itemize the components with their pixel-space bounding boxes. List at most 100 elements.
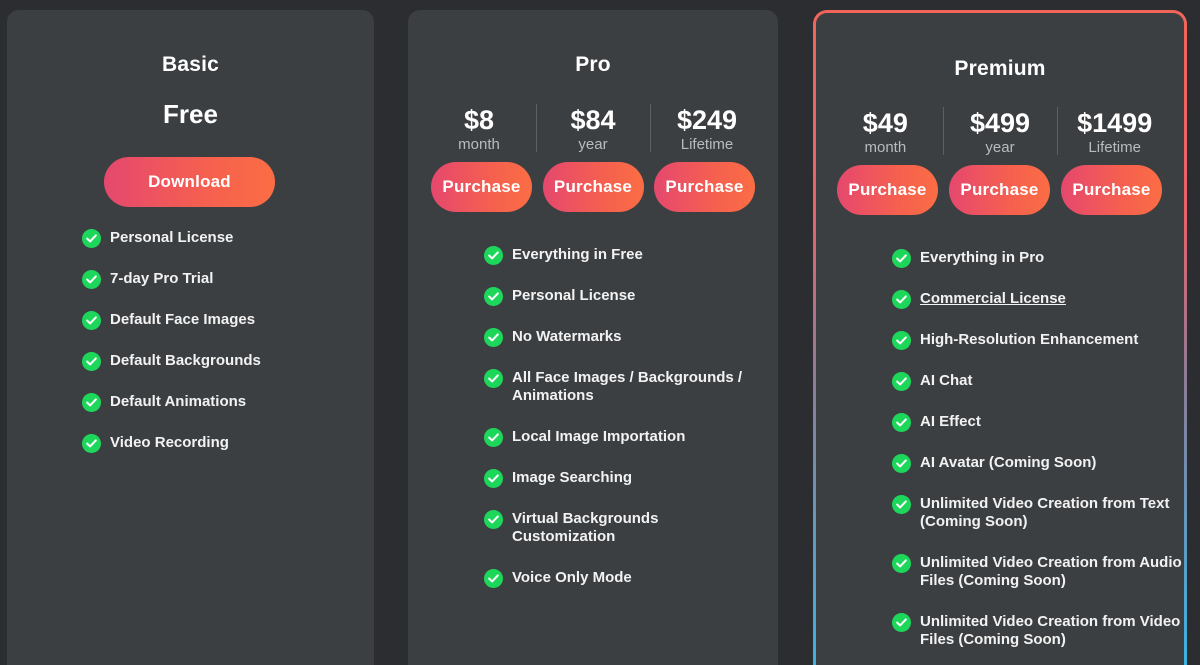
price-option-lifetime: $249 Lifetime: [650, 102, 764, 153]
check-circle-icon: [82, 352, 101, 371]
purchase-button-premium-lifetime[interactable]: Purchase: [1061, 165, 1162, 215]
feature-label: All Face Images / Backgrounds / Animatio…: [512, 369, 743, 404]
feature-label: AI Chat: [920, 372, 973, 389]
price-options-pro: $8 month $84 year $249 Lifetime: [422, 102, 764, 153]
check-circle-icon: [484, 469, 503, 488]
price-amount: $499: [969, 108, 1031, 138]
feature-item: Everything in Pro: [892, 249, 1182, 268]
feature-item: Video Recording: [82, 434, 261, 453]
price-option-lifetime: $1499 Lifetime: [1057, 105, 1172, 156]
plan-price-basic: Free: [163, 99, 218, 129]
feature-item: Personal License: [82, 229, 261, 248]
feature-item: Local Image Importation: [484, 428, 764, 447]
check-circle-icon: [484, 369, 503, 388]
feature-item: AI Avatar (Coming Soon): [892, 454, 1182, 473]
purchase-button-pro-lifetime[interactable]: Purchase: [654, 162, 755, 212]
plan-card-pro: Pro $8 month $84 year $249 Lifetime Purc…: [408, 10, 778, 665]
feature-item: 7-day Pro Trial: [82, 270, 261, 289]
price-period: Lifetime: [1088, 139, 1141, 156]
feature-label: Default Backgrounds: [110, 352, 261, 369]
feature-item: AI Effect: [892, 413, 1182, 432]
feature-item: Unlimited Video Creation from Audio File…: [892, 554, 1182, 590]
price-amount: $249: [676, 105, 738, 135]
feature-item: Personal License: [484, 287, 764, 306]
check-circle-icon: [484, 246, 503, 265]
price-period: month: [458, 136, 500, 153]
check-circle-icon: [484, 428, 503, 447]
check-circle-icon: [892, 290, 911, 309]
price-amount: $49: [862, 108, 908, 138]
check-circle-icon: [484, 287, 503, 306]
feature-label: Unlimited Video Creation from Text (Comi…: [920, 495, 1170, 530]
price-period: year: [578, 136, 608, 153]
purchase-button-pro-month[interactable]: Purchase: [431, 162, 532, 212]
feature-label: Virtual Backgrounds Customization: [512, 510, 659, 545]
feature-item: No Watermarks: [484, 328, 764, 347]
check-circle-icon: [484, 328, 503, 347]
feature-label: Voice Only Mode: [512, 569, 632, 586]
feature-label: Unlimited Video Creation from Audio File…: [920, 554, 1182, 589]
feature-item: Everything in Free: [484, 246, 764, 265]
feature-label: No Watermarks: [512, 328, 622, 345]
purchase-buttons-pro: Purchase Purchase Purchase: [431, 162, 755, 212]
check-circle-icon: [82, 311, 101, 330]
feature-item: Virtual Backgrounds Customization: [484, 510, 764, 546]
feature-label: Personal License: [512, 287, 636, 304]
feature-label: AI Effect: [920, 413, 981, 430]
plan-title-basic: Basic: [161, 53, 220, 76]
price-option-month: $49 month: [828, 105, 943, 156]
feature-item: Default Backgrounds: [82, 352, 261, 371]
price-option-month: $8 month: [422, 102, 536, 153]
feature-item: Image Searching: [484, 469, 764, 488]
check-circle-icon: [82, 393, 101, 412]
check-circle-icon: [892, 495, 911, 514]
check-circle-icon: [82, 229, 101, 248]
purchase-button-premium-month[interactable]: Purchase: [837, 165, 938, 215]
price-period: Lifetime: [680, 136, 734, 153]
price-period: year: [985, 139, 1015, 156]
price-amount: $8: [463, 105, 495, 135]
check-circle-icon: [892, 413, 911, 432]
feature-label: Everything in Free: [512, 246, 643, 263]
price-options-premium: $49 month $499 year $1499 Lifetime: [828, 105, 1172, 156]
feature-item: AI Chat: [892, 372, 1182, 391]
feature-label: Default Animations: [110, 393, 247, 410]
plan-card-premium: Premium $49 month $499 year $1499 Lifeti…: [813, 10, 1187, 665]
feature-item: Unlimited Video Creation from Video File…: [892, 613, 1182, 649]
feature-label: Unlimited Video Creation from Video File…: [920, 613, 1181, 648]
plan-title-premium: Premium: [954, 57, 1046, 80]
feature-label: AI Avatar (Coming Soon): [920, 454, 1097, 471]
feature-label: Default Face Images: [110, 311, 256, 328]
check-circle-icon: [892, 331, 911, 350]
feature-item: High-Resolution Enhancement: [892, 331, 1182, 350]
feature-item: Voice Only Mode: [484, 569, 764, 588]
commercial-license-link[interactable]: Commercial License: [920, 290, 1066, 307]
download-button[interactable]: Download: [104, 157, 275, 207]
check-circle-icon: [484, 510, 503, 529]
check-circle-icon: [892, 372, 911, 391]
check-circle-icon: [82, 270, 101, 289]
feature-label: 7-day Pro Trial: [110, 270, 214, 287]
feature-list-premium: Everything in Pro Commercial License Hig…: [892, 249, 1182, 665]
check-circle-icon: [892, 249, 911, 268]
feature-item: Default Face Images: [82, 311, 261, 330]
check-circle-icon: [892, 454, 911, 473]
plan-title-pro: Pro: [575, 53, 611, 76]
check-circle-icon: [82, 434, 101, 453]
price-period: month: [864, 139, 907, 156]
purchase-button-pro-year[interactable]: Purchase: [542, 162, 644, 212]
plan-card-basic: Basic Free Download Personal License 7-d…: [7, 10, 374, 665]
feature-list-basic: Personal License 7-day Pro Trial Default…: [82, 229, 261, 475]
feature-list-pro: Everything in Free Personal License No W…: [484, 246, 764, 610]
purchase-button-premium-year[interactable]: Purchase: [949, 165, 1050, 215]
feature-item: All Face Images / Backgrounds / Animatio…: [484, 369, 764, 405]
feature-item: Commercial License: [892, 290, 1182, 309]
check-circle-icon: [892, 554, 911, 573]
price-option-year: $84 year: [536, 102, 650, 153]
price-amount: $1499: [1077, 108, 1153, 138]
feature-item: Default Animations: [82, 393, 261, 412]
feature-label: High-Resolution Enhancement: [920, 331, 1139, 348]
feature-label: Image Searching: [512, 469, 633, 486]
check-circle-icon: [892, 613, 911, 632]
